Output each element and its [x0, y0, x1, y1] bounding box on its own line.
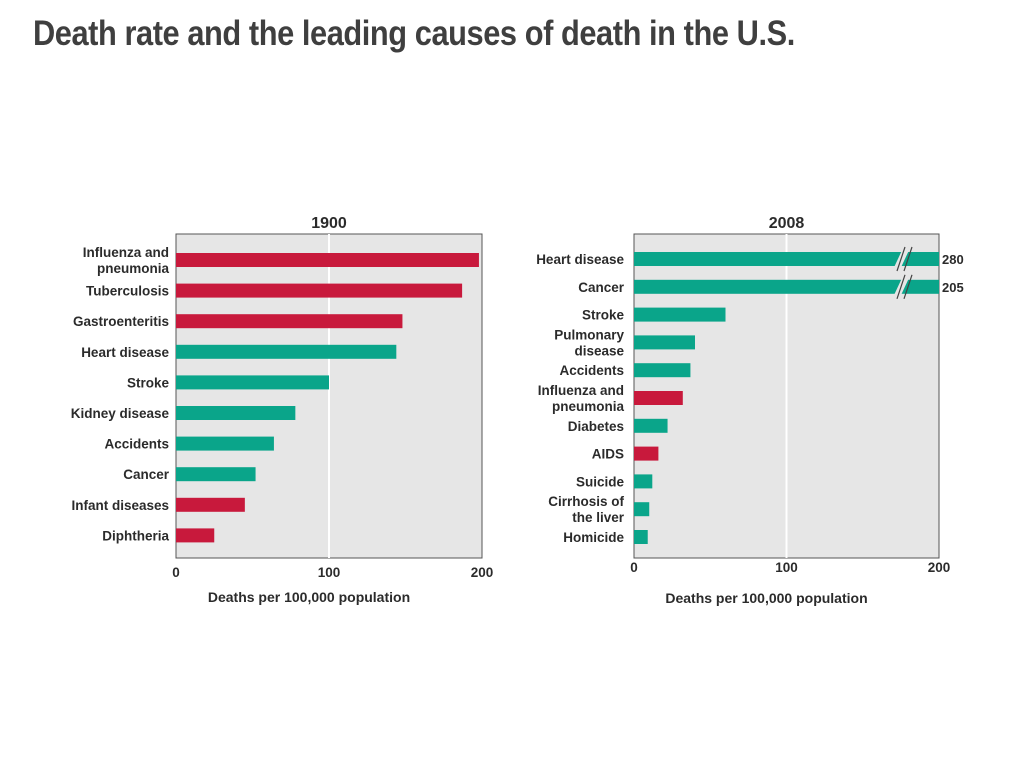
x-axis-label: Deaths per 100,000 population — [665, 590, 867, 606]
tick-label: 100 — [318, 565, 341, 580]
category-label: Heart disease — [536, 252, 624, 267]
category-label: Kidney disease — [71, 406, 170, 421]
bar — [176, 406, 296, 420]
axis-break-mark — [903, 274, 913, 299]
bar — [634, 391, 683, 405]
value-label: 205 — [942, 280, 964, 295]
bar — [634, 279, 939, 294]
bar — [634, 418, 668, 433]
category-label: Cirrhosis of the liver — [548, 494, 625, 525]
chart-2008: 2008 280 Heart disease 205 Cancer Stroke Pulmo… — [536, 215, 964, 606]
bar — [176, 528, 215, 543]
category-label: Influenza and pneumonia — [538, 383, 625, 414]
bar — [176, 436, 274, 451]
category-label: Heart disease — [81, 345, 169, 360]
bar — [634, 363, 691, 378]
tick-label: 0 — [172, 565, 180, 580]
bar — [634, 502, 650, 517]
category-label: AIDS — [592, 447, 624, 462]
value-label: 280 — [942, 252, 964, 267]
axis-break-mark — [903, 246, 913, 272]
slide-title: Death rate and the leading causes of dea… — [33, 14, 795, 53]
bar — [176, 283, 463, 298]
category-label: Diphtheria — [102, 528, 169, 543]
bar — [176, 467, 256, 482]
category-label: Gastroenteritis — [73, 314, 169, 329]
tick-label: 100 — [775, 560, 798, 575]
category-label: Infant diseases — [71, 498, 169, 513]
category-label: Diabetes — [568, 419, 624, 434]
category-label: Suicide — [576, 474, 625, 489]
category-label: Stroke — [582, 308, 625, 323]
bar — [634, 252, 939, 266]
axis-break-mark — [896, 246, 906, 272]
chart-title: 1900 — [311, 215, 347, 232]
tick-label: 200 — [471, 565, 494, 580]
category-label: Tuberculosis — [86, 284, 169, 299]
tick-label: 0 — [630, 560, 638, 575]
category-label: Accidents — [104, 437, 169, 452]
bar — [176, 253, 479, 267]
x-axis-label: Deaths per 100,000 population — [208, 589, 410, 605]
bar — [176, 497, 245, 512]
bar — [634, 335, 695, 350]
bar — [176, 314, 403, 329]
chart-title: 2008 — [769, 215, 805, 232]
axis-break-mark — [896, 274, 906, 299]
bar — [176, 344, 397, 359]
category-label: Cancer — [123, 467, 170, 482]
bar — [634, 446, 659, 461]
bar — [634, 530, 648, 544]
category-label: Influenza and pneumonia — [83, 245, 170, 276]
category-label: Homicide — [563, 530, 624, 545]
category-label: Accidents — [559, 363, 624, 378]
category-label: Cancer — [578, 280, 625, 295]
tick-label: 200 — [928, 560, 951, 575]
bar — [176, 375, 329, 390]
category-label: Pulmonary disease — [554, 327, 624, 358]
bar — [634, 474, 653, 489]
chart-1900: 1900 Influenza and pneumonia Tuberculosis Ga… — [71, 215, 494, 605]
category-label: Stroke — [127, 375, 170, 390]
bar — [634, 307, 726, 322]
